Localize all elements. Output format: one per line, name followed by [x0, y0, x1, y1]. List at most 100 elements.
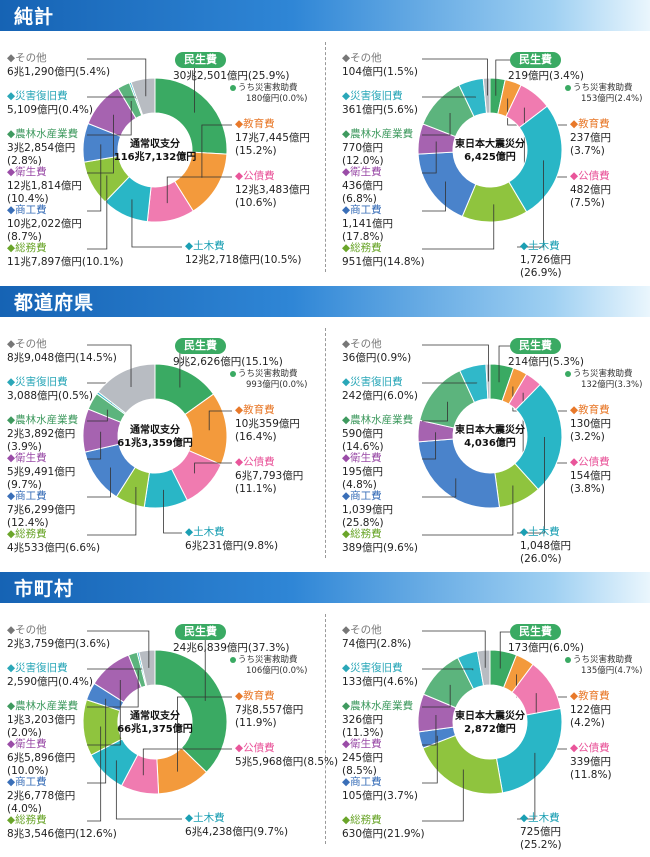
leader-line — [87, 431, 102, 460]
category-value: 195億円 — [342, 466, 384, 478]
category-value-pct: (12.4%) — [7, 517, 49, 529]
category-label: ◆教育費 — [235, 404, 275, 416]
section-band: 純計 — [0, 0, 650, 31]
leader-line — [194, 462, 232, 474]
donut-slice — [417, 438, 501, 509]
sub-item-value: 106億円(0.0%) — [246, 666, 308, 676]
category-value: 10兆359億円 — [235, 418, 300, 430]
donut-slice — [485, 363, 491, 400]
category-tag-welfare: 民生費 — [510, 338, 561, 354]
category-value: 6兆7,793億円 — [235, 470, 304, 482]
category-label: ◆その他 — [7, 624, 47, 636]
category-value: 12兆2,718億円(10.5%) — [185, 254, 302, 266]
category-value: 242億円(6.0%) — [342, 390, 418, 402]
sub-item-value: 135億円(4.7%) — [581, 666, 643, 676]
category-label: ◆総務費 — [7, 814, 47, 826]
category-value-pct: (11.8%) — [570, 769, 612, 781]
leader-line — [208, 410, 232, 431]
category-label: ◆農林水産業費 — [342, 128, 414, 140]
category-label: ◆教育費 — [570, 690, 610, 702]
donut-slice — [154, 77, 228, 155]
leader-line — [422, 735, 438, 784]
category-value: 2,590億円(0.4%) — [7, 676, 93, 688]
category-value-pct: (25.8%) — [342, 517, 384, 529]
category-tag-welfare: 民生費 — [175, 52, 226, 68]
category-value-pct: (8.7%) — [7, 231, 42, 243]
leader-line — [422, 204, 495, 250]
category-label: ◆その他 — [342, 624, 382, 636]
category-label: ◆土木費 — [520, 812, 560, 824]
category-label: ◆災害復旧費 — [342, 90, 403, 102]
section-title: 純計 — [14, 6, 55, 28]
category-value: 130億円 — [570, 418, 612, 430]
category-value-pct: (2.0%) — [7, 727, 42, 739]
category-value-pct: (10.0%) — [7, 765, 49, 777]
category-label: ◆災害復旧費 — [342, 376, 403, 388]
category-value: 24兆6,839億円(37.3%) — [173, 642, 290, 654]
category-value-pct: (3.7%) — [570, 145, 605, 157]
category-value: 154億円 — [570, 470, 612, 482]
category-value: 725億円 — [520, 826, 562, 838]
category-label: ◆商工費 — [7, 490, 47, 502]
leader-line — [87, 344, 132, 388]
category-value: 4兆533億円(6.6%) — [7, 542, 101, 554]
category-label: ◆その他 — [7, 338, 47, 350]
category-label: ◆災害復旧費 — [7, 376, 68, 388]
category-label: ◆農林水産業費 — [7, 414, 79, 426]
leader-line — [422, 769, 464, 822]
category-value: 214億円(5.3%) — [508, 356, 584, 368]
category-value-pct: (12.0%) — [342, 155, 384, 167]
leader-line — [422, 668, 474, 671]
category-value-pct: (14.6%) — [342, 441, 384, 453]
leader-line — [131, 199, 182, 248]
sub-item-dot — [565, 371, 571, 377]
category-label: ◆公債費 — [570, 742, 610, 754]
sub-item-label: うち災害救助費 — [573, 83, 633, 93]
leader-line — [422, 478, 457, 498]
category-label: ◆農林水産業費 — [7, 700, 79, 712]
chart-divider — [325, 614, 326, 844]
leader-line — [498, 345, 510, 383]
category-value: 951億円(14.8%) — [342, 256, 425, 268]
leader-line — [87, 487, 137, 536]
category-value: 8兆3,546億円(12.6%) — [7, 828, 117, 840]
sub-item-dot — [230, 85, 236, 91]
center-value: 66兆1,375億円 — [117, 724, 193, 735]
category-label: ◆総務費 — [7, 242, 47, 254]
leader-line — [517, 752, 536, 820]
center-value: 6,425億円 — [464, 152, 516, 163]
category-value: 7兆6,299億円 — [7, 504, 76, 516]
category-value: 6兆231億円(9.8%) — [185, 540, 279, 552]
category-label: ◆農林水産業費 — [342, 414, 414, 426]
donut-slice — [482, 77, 491, 114]
category-label: ◆教育費 — [235, 118, 275, 130]
category-value-pct: (26.0%) — [520, 553, 562, 565]
center-label: 東日本大震災分 — [455, 711, 525, 722]
category-value-pct: (25.2%) — [520, 839, 562, 851]
category-label: ◆衛生費 — [7, 166, 47, 178]
category-value: 8兆9,048億円(14.5%) — [7, 352, 117, 364]
leader-line — [87, 726, 102, 822]
chart-divider — [325, 42, 326, 272]
category-value: 122億円 — [570, 704, 612, 716]
category-value-pct: (16.4%) — [235, 431, 277, 443]
category-label: ◆商工費 — [342, 490, 382, 502]
sub-item-label: うち災害救助費 — [238, 655, 298, 665]
category-value: 770億円 — [342, 142, 384, 154]
donut-slice — [476, 649, 491, 687]
category-value: 5兆5,968億円(8.5%) — [235, 756, 339, 768]
leader-line — [422, 112, 451, 136]
leader-line — [517, 160, 544, 248]
category-label: ◆商工費 — [342, 776, 382, 788]
category-value-pct: (8.5%) — [342, 765, 377, 777]
category-label: ◆公債費 — [235, 742, 275, 754]
category-value: 361億円(5.6%) — [342, 104, 418, 116]
sub-item-dot — [230, 371, 236, 377]
category-value: 9兆2,626億円(15.1%) — [173, 356, 283, 368]
leader-line — [499, 631, 510, 669]
category-tag-welfare: 民生費 — [510, 624, 561, 640]
leader-line — [422, 684, 451, 708]
leader-line — [422, 141, 437, 174]
category-value: 3兆2,854億円 — [7, 142, 76, 154]
